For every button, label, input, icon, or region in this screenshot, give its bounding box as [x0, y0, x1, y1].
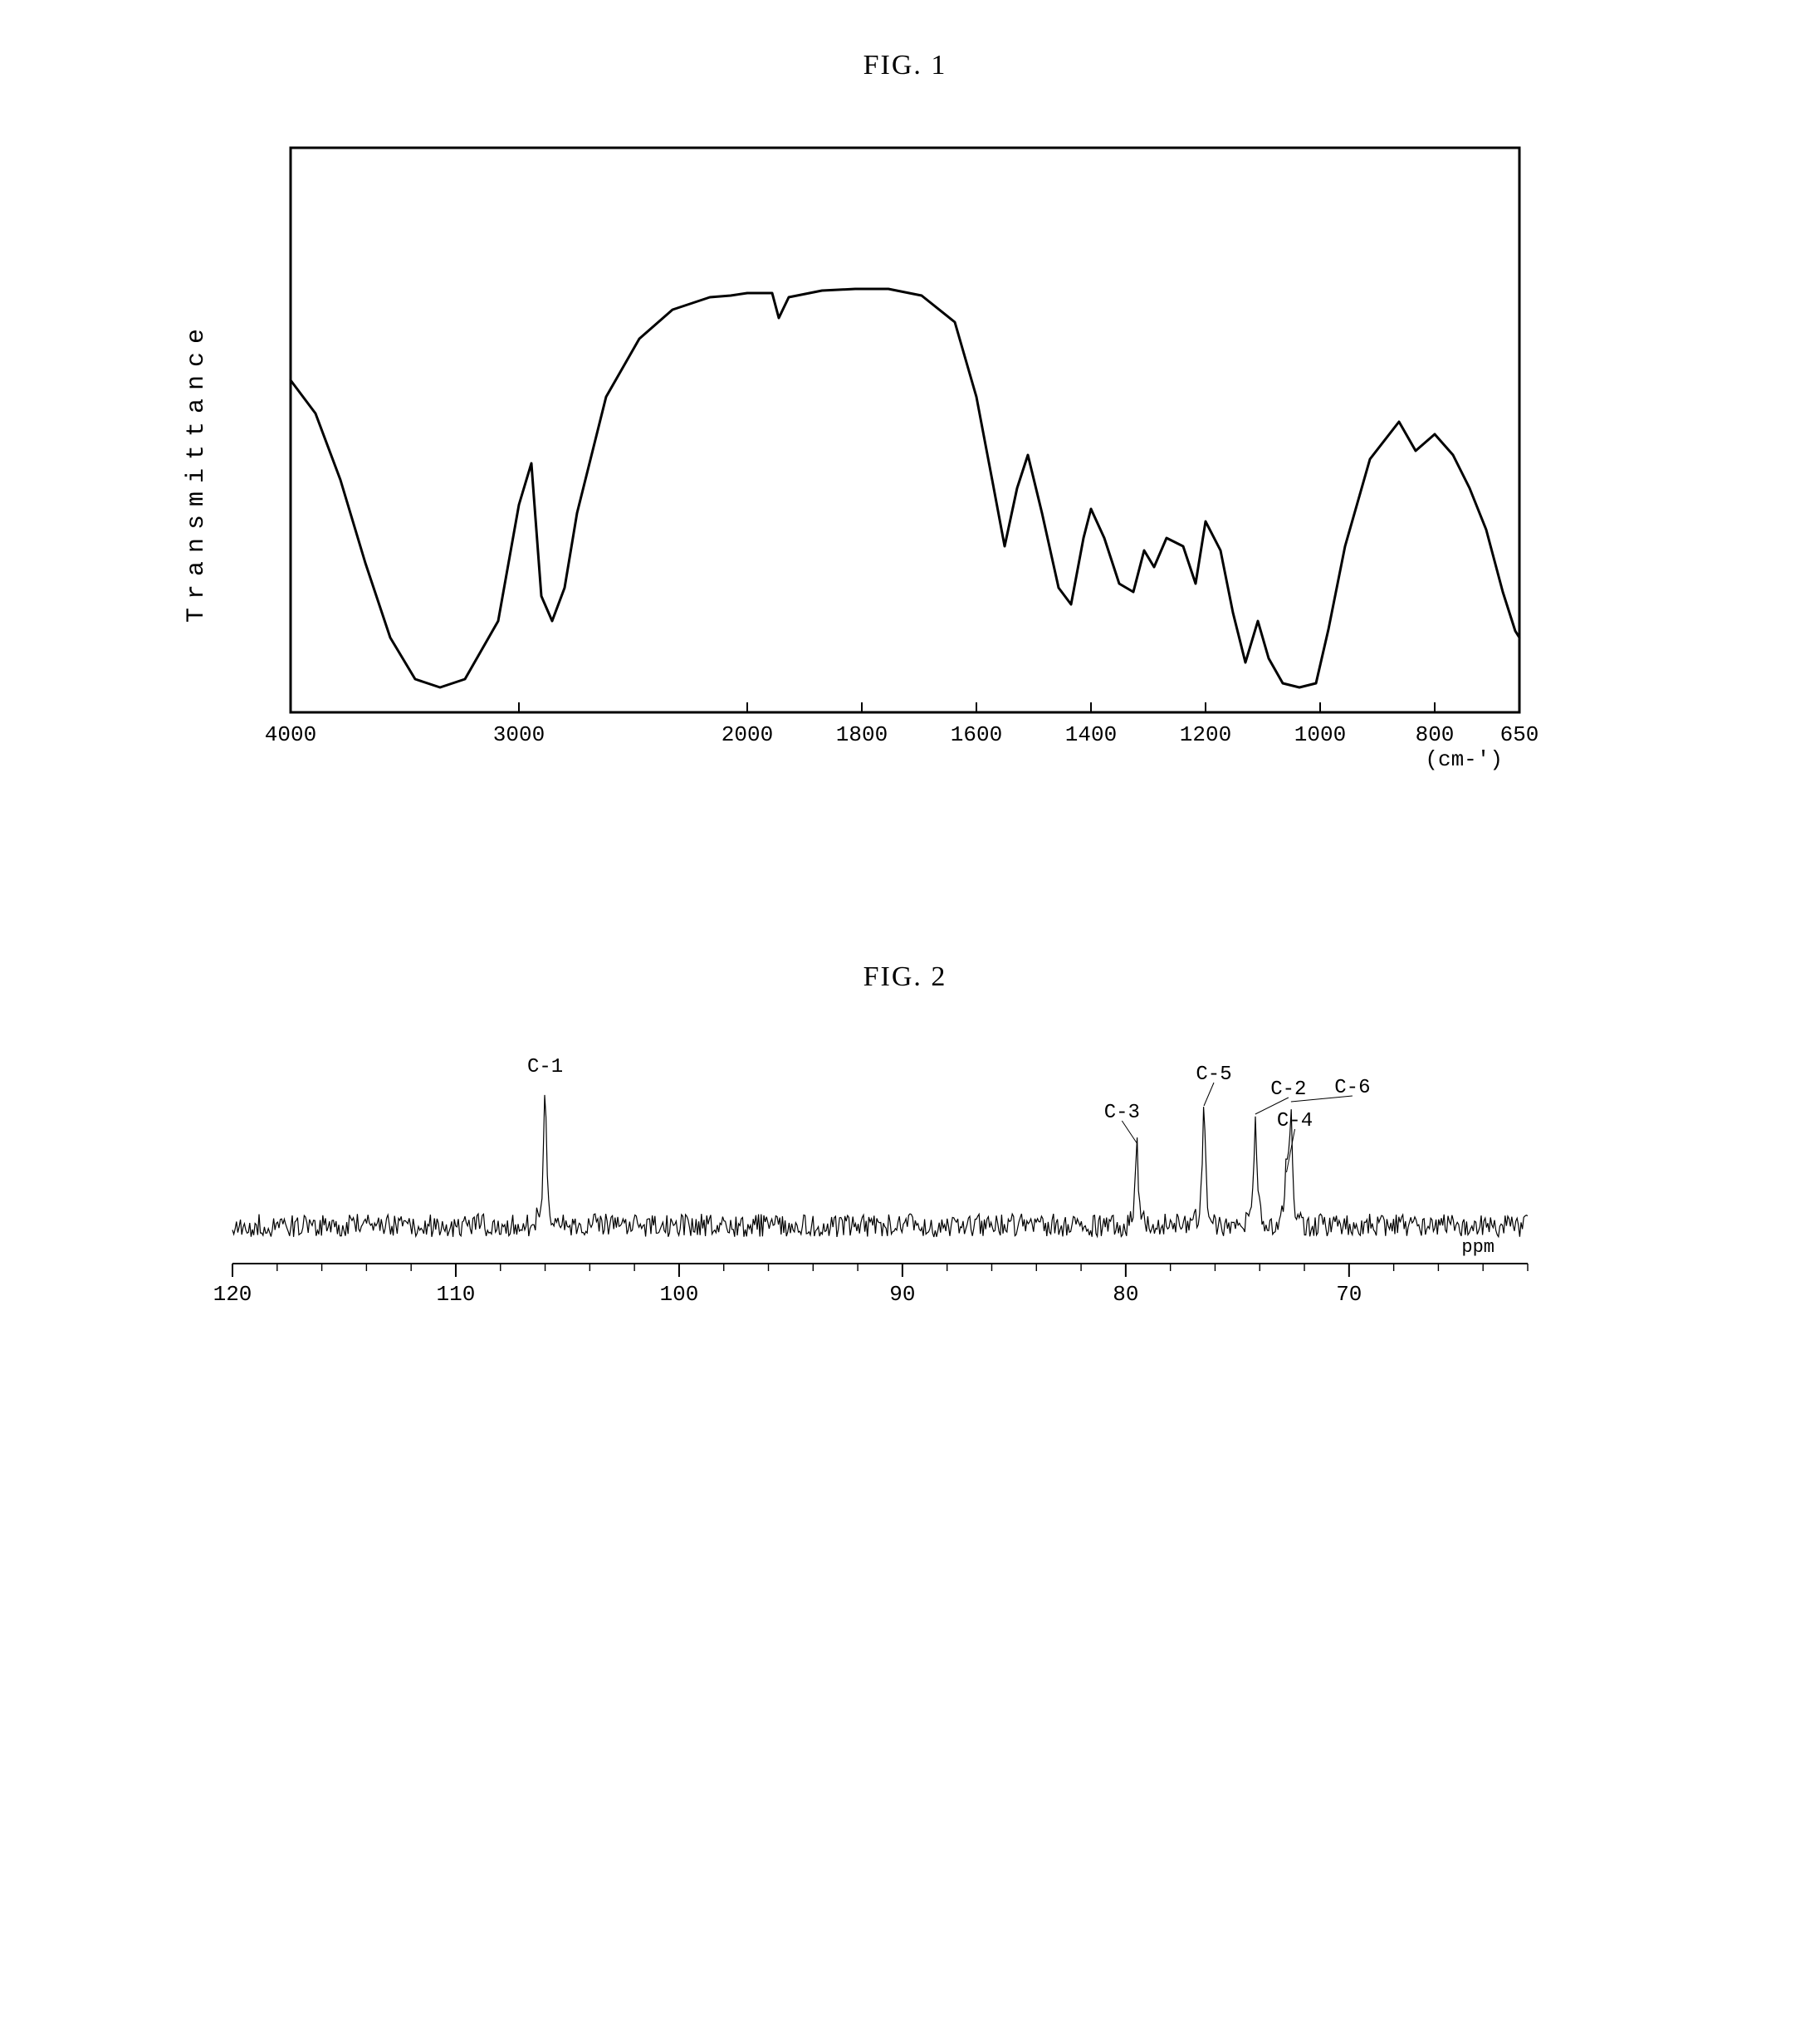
figure-1-chart: Transmittance 40003000200018001600140012…	[241, 131, 1569, 812]
svg-text:(cm-'): (cm-')	[1425, 747, 1503, 772]
svg-text:C-6: C-6	[1334, 1077, 1370, 1099]
svg-text:3000: 3000	[493, 722, 545, 747]
figure-2-chart: C-1 C-3 C-5 C-2 C-4 C-6 ppm 120 110 100 90 80 70	[208, 1043, 1602, 1375]
svg-text:1200: 1200	[1180, 722, 1231, 747]
svg-text:100: 100	[660, 1282, 699, 1307]
svg-text:C-1: C-1	[527, 1056, 563, 1078]
svg-text:C-5: C-5	[1196, 1064, 1231, 1086]
nmr-spectrum-plot: C-1 C-3 C-5 C-2 C-4 C-6 ppm 120 110 100 90 80 70	[208, 1043, 1602, 1375]
figure-1-ylabel: Transmittance	[183, 320, 211, 623]
svg-text:1400: 1400	[1065, 722, 1117, 747]
svg-text:C-2: C-2	[1270, 1078, 1306, 1101]
svg-text:1000: 1000	[1294, 722, 1346, 747]
figure-1-title: FIG. 1	[125, 50, 1685, 81]
svg-text:90: 90	[889, 1282, 915, 1307]
svg-text:ppm: ppm	[1461, 1237, 1494, 1258]
svg-text:70: 70	[1336, 1282, 1362, 1307]
svg-text:C-3: C-3	[1104, 1102, 1140, 1124]
svg-text:800: 800	[1416, 722, 1455, 747]
ir-spectrum-plot: 4000 3000 2000 1800 1600 1400 1200 1000 800 650(c…	[241, 131, 1553, 812]
svg-text:C-4: C-4	[1277, 1110, 1313, 1132]
figure-2: FIG. 2 C-1 C-3 C-5 C-2 C-4 C-6 ppm 120 110 100 90 8…	[125, 961, 1685, 1375]
figure-2-title: FIG. 2	[125, 961, 1685, 993]
figure-1: FIG. 1 Transmittance 4000 3000 2000 1800 160…	[125, 50, 1685, 812]
svg-text:110: 110	[437, 1282, 476, 1307]
svg-text:120: 120	[213, 1282, 252, 1307]
svg-text:650: 650	[1500, 722, 1539, 747]
svg-text:1800: 1800	[836, 722, 888, 747]
svg-text:80: 80	[1113, 1282, 1138, 1307]
svg-text:2000: 2000	[722, 722, 773, 747]
svg-text:1600: 1600	[951, 722, 1002, 747]
svg-text:4000: 4000	[265, 722, 316, 747]
